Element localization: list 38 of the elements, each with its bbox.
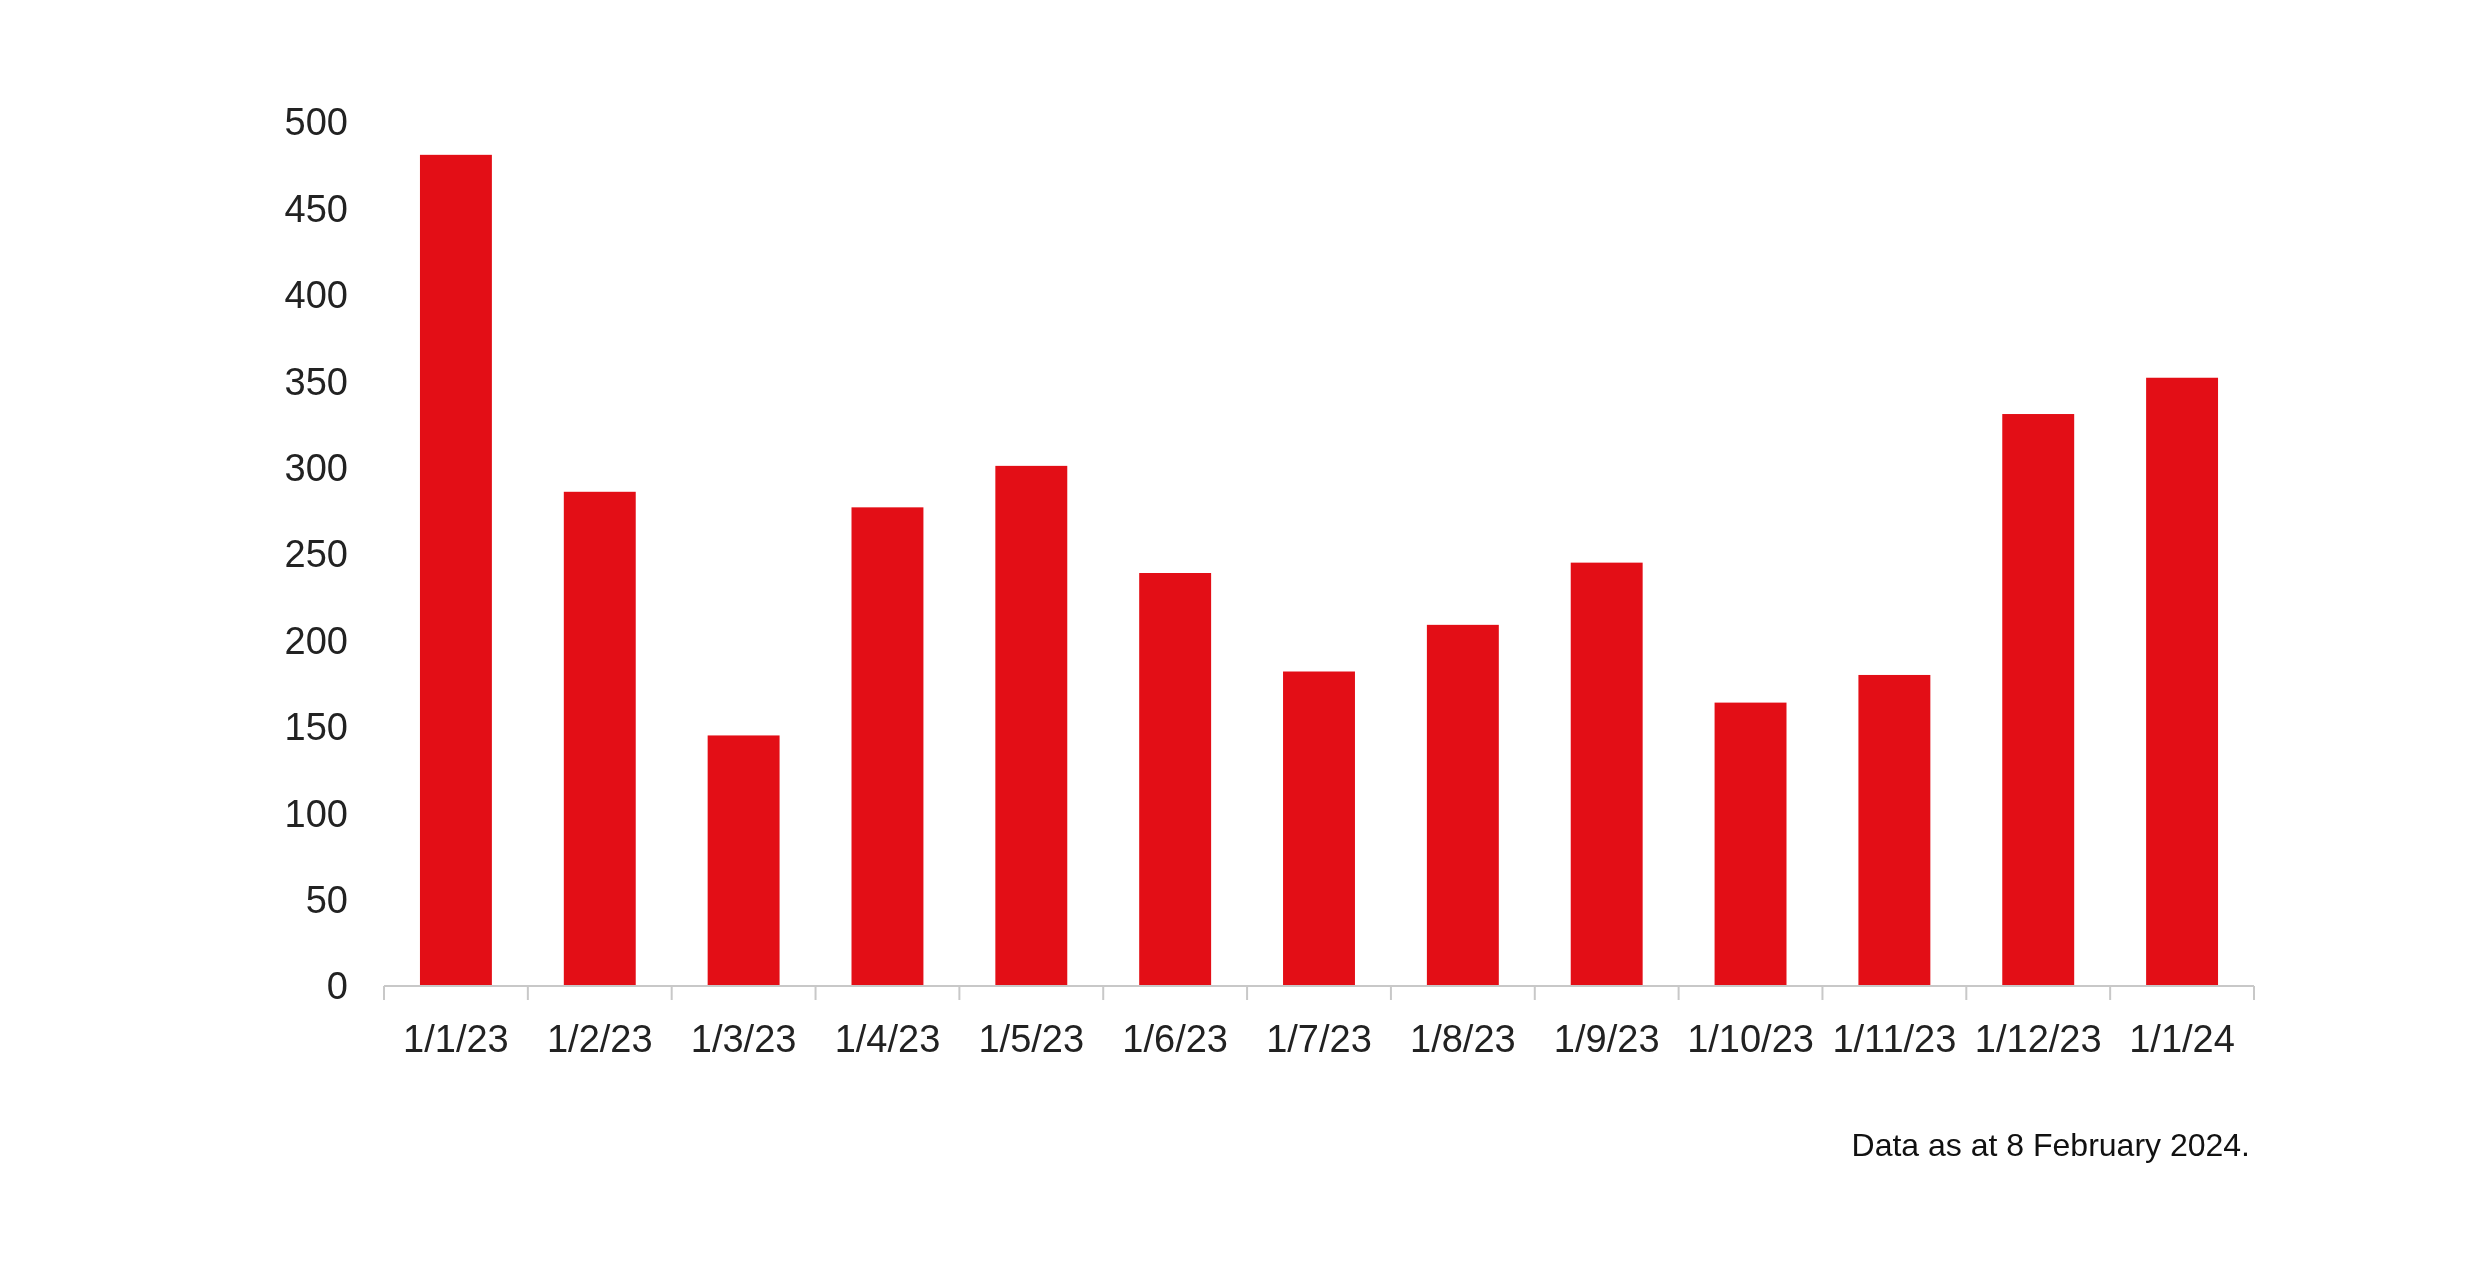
bar bbox=[707, 735, 780, 986]
y-tick-label: 400 bbox=[284, 274, 348, 317]
bar bbox=[1283, 671, 1355, 986]
x-tick-label: 1/10/23 bbox=[1687, 1018, 1814, 1060]
bar bbox=[2002, 414, 2075, 986]
x-tick-label: 1/5/23 bbox=[978, 1018, 1085, 1060]
y-tick-label: 350 bbox=[284, 360, 348, 403]
bar bbox=[851, 507, 924, 986]
x-tick-label: 1/3/23 bbox=[690, 1018, 797, 1060]
x-tick-label: 1/12/23 bbox=[1974, 1018, 2102, 1060]
bar bbox=[995, 465, 1068, 986]
y-tick-label: 100 bbox=[284, 792, 348, 835]
y-tick-label: 450 bbox=[284, 187, 348, 230]
bar bbox=[1714, 702, 1787, 986]
x-tick-label: 1/1/24 bbox=[2129, 1018, 2235, 1060]
x-tick-label: 1/2/23 bbox=[546, 1018, 653, 1060]
y-tick-label: 200 bbox=[284, 619, 348, 662]
bar bbox=[1858, 674, 1931, 986]
bar bbox=[1426, 624, 1499, 986]
x-tick-label: 1/11/23 bbox=[1832, 1018, 1957, 1060]
bar bbox=[1139, 573, 1212, 986]
x-tick-label: 1/9/23 bbox=[1553, 1018, 1660, 1060]
y-tick-label: 500 bbox=[284, 101, 348, 144]
y-tick-label: 250 bbox=[284, 533, 348, 576]
bar bbox=[419, 154, 492, 986]
y-tick-label: 0 bbox=[326, 965, 348, 1008]
x-tick-label: 1/8/23 bbox=[1410, 1018, 1516, 1060]
bar bbox=[2146, 377, 2219, 986]
bar bbox=[563, 491, 636, 986]
x-tick-label: 1/4/23 bbox=[834, 1018, 941, 1060]
y-tick-label: 300 bbox=[284, 446, 348, 489]
x-tick-label: 1/7/23 bbox=[1266, 1018, 1372, 1060]
y-tick-label: 50 bbox=[305, 878, 348, 921]
x-tick-label: 1/6/23 bbox=[1122, 1018, 1228, 1060]
bar bbox=[1570, 562, 1643, 986]
x-tick-label: 1/1/23 bbox=[403, 1018, 509, 1060]
y-tick-label: 150 bbox=[284, 706, 348, 749]
text: Data as at 8 February 2024. bbox=[1851, 1127, 2250, 1163]
